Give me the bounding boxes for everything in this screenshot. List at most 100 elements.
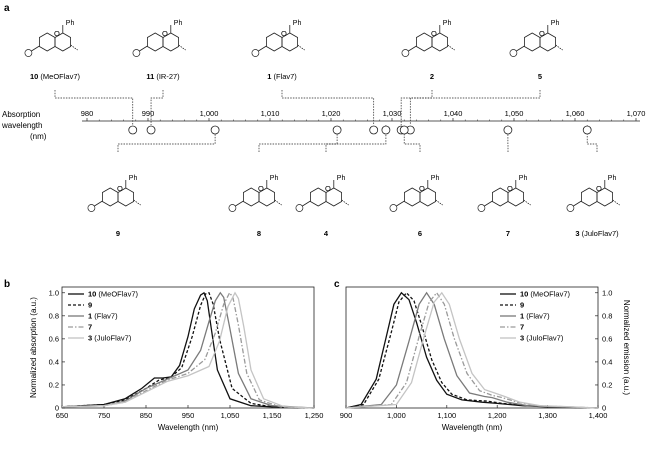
x-tick-label: 1,300 bbox=[538, 411, 557, 420]
legend-compound-number: 9 bbox=[520, 301, 524, 310]
structure-substituent bbox=[31, 46, 39, 51]
structure-substituent bbox=[484, 201, 492, 206]
series-line-9 bbox=[346, 293, 598, 408]
y-axis-label: Normalized absorption (a.u.) bbox=[29, 297, 38, 398]
tick-label: 1,010 bbox=[261, 109, 280, 118]
ph-label: Ph bbox=[443, 20, 452, 27]
x-tick-label: 1,000 bbox=[387, 411, 406, 420]
leader-line bbox=[410, 90, 540, 125]
legend-compound-number: 7 bbox=[520, 323, 524, 332]
absorption-marker bbox=[382, 126, 390, 134]
y-tick-label: 0.8 bbox=[602, 311, 612, 320]
absorption-marker bbox=[504, 126, 512, 134]
tick-label: 1,040 bbox=[444, 109, 463, 118]
substituent-group bbox=[567, 205, 574, 212]
compound-name: (IR-27) bbox=[154, 72, 180, 81]
ph-label: Ph bbox=[431, 175, 440, 182]
structure-ring bbox=[524, 33, 540, 51]
legend-entry: 9 bbox=[88, 301, 92, 310]
absorption-marker bbox=[211, 126, 219, 134]
structure-attachment bbox=[298, 45, 305, 50]
y-tick-label: 1.0 bbox=[49, 288, 59, 297]
oxonium-label: O bbox=[419, 184, 425, 193]
x-tick-label: 850 bbox=[140, 411, 153, 420]
legend-compound-name: (Flav7) bbox=[92, 312, 118, 321]
compound-label: 7 bbox=[506, 229, 510, 238]
y-axis-label: Normalized emission (a.u.) bbox=[622, 300, 631, 395]
ph-label: Ph bbox=[551, 20, 560, 27]
structure-attachment bbox=[71, 45, 78, 50]
tick-label: 1,050 bbox=[505, 109, 524, 118]
y-tick-label: 0.4 bbox=[49, 357, 59, 366]
legend-entry: 7 bbox=[520, 323, 524, 332]
compound-label: 4 bbox=[324, 229, 329, 238]
compound-name: (JuloFlav7) bbox=[579, 229, 619, 238]
absorption-marker bbox=[147, 126, 155, 134]
ph-label: Ph bbox=[608, 175, 617, 182]
structure-ring bbox=[581, 188, 597, 206]
structure-attachment bbox=[613, 200, 620, 205]
axis-label-line: (nm) bbox=[30, 132, 47, 141]
leader-line bbox=[151, 90, 163, 125]
oxonium-label: O bbox=[281, 29, 287, 38]
oxonium-label: O bbox=[54, 29, 60, 38]
ph-label: Ph bbox=[519, 175, 528, 182]
substituent-group bbox=[402, 50, 409, 57]
ph-label: Ph bbox=[66, 20, 75, 27]
structure-substituent bbox=[573, 201, 581, 206]
ph-label: Ph bbox=[270, 175, 279, 182]
x-tick-label: 1,050 bbox=[221, 411, 240, 420]
series-line-10 bbox=[346, 293, 598, 408]
structure-substituent bbox=[302, 201, 310, 206]
structure-attachment bbox=[448, 45, 455, 50]
structure-attachment bbox=[275, 200, 282, 205]
panel-label-a: a bbox=[4, 3, 10, 14]
structure-ring bbox=[310, 188, 326, 206]
y-tick-label: 0 bbox=[602, 404, 606, 413]
y-tick-label: 0.8 bbox=[49, 311, 59, 320]
structure-ring bbox=[39, 33, 55, 51]
legend-compound-name: (JuloFlav7) bbox=[92, 334, 132, 343]
compound-number: 6 bbox=[418, 229, 422, 238]
substituent-group bbox=[88, 205, 95, 212]
legend-compound-number: 7 bbox=[88, 323, 92, 332]
legend-compound-name: (Flav7) bbox=[524, 312, 550, 321]
structure-ring bbox=[404, 188, 420, 206]
structure-ring bbox=[102, 188, 118, 206]
structure-attachment bbox=[436, 200, 443, 205]
compound-number: 4 bbox=[324, 229, 329, 238]
x-tick-label: 900 bbox=[340, 411, 353, 420]
x-tick-label: 1,250 bbox=[305, 411, 324, 420]
oxonium-label: O bbox=[539, 29, 545, 38]
legend-entry: 3 (JuloFlav7) bbox=[88, 334, 132, 343]
compound-label: 5 bbox=[538, 72, 542, 81]
legend-compound-name: (JuloFlav7) bbox=[524, 334, 564, 343]
leader-line bbox=[282, 90, 374, 125]
substituent-group bbox=[296, 205, 303, 212]
absorption-marker bbox=[129, 126, 137, 134]
series-line-9 bbox=[62, 293, 314, 408]
oxonium-label: O bbox=[325, 184, 331, 193]
compound-number: 10 bbox=[30, 72, 38, 81]
legend-entry: 10 (MeOFlav7) bbox=[88, 290, 139, 299]
legend-compound-name: (MeOFlav7) bbox=[96, 290, 138, 299]
legend-compound-name: (MeOFlav7) bbox=[528, 290, 570, 299]
ph-label: Ph bbox=[174, 20, 183, 27]
legend-entry: 3 (JuloFlav7) bbox=[520, 334, 564, 343]
legend-entry: 7 bbox=[88, 323, 92, 332]
substituent-group bbox=[25, 50, 32, 57]
tick-label: 1,000 bbox=[200, 109, 219, 118]
compound-number: 7 bbox=[506, 229, 510, 238]
compound-number: 9 bbox=[116, 229, 120, 238]
oxonium-label: O bbox=[117, 184, 123, 193]
panel-label: c bbox=[334, 279, 340, 290]
panel-label: b bbox=[4, 279, 10, 290]
series-line-7 bbox=[346, 293, 598, 408]
structure-ring bbox=[147, 33, 163, 51]
compound-label: 10 (MeOFlav7) bbox=[30, 72, 81, 81]
structure-ring bbox=[492, 188, 508, 206]
